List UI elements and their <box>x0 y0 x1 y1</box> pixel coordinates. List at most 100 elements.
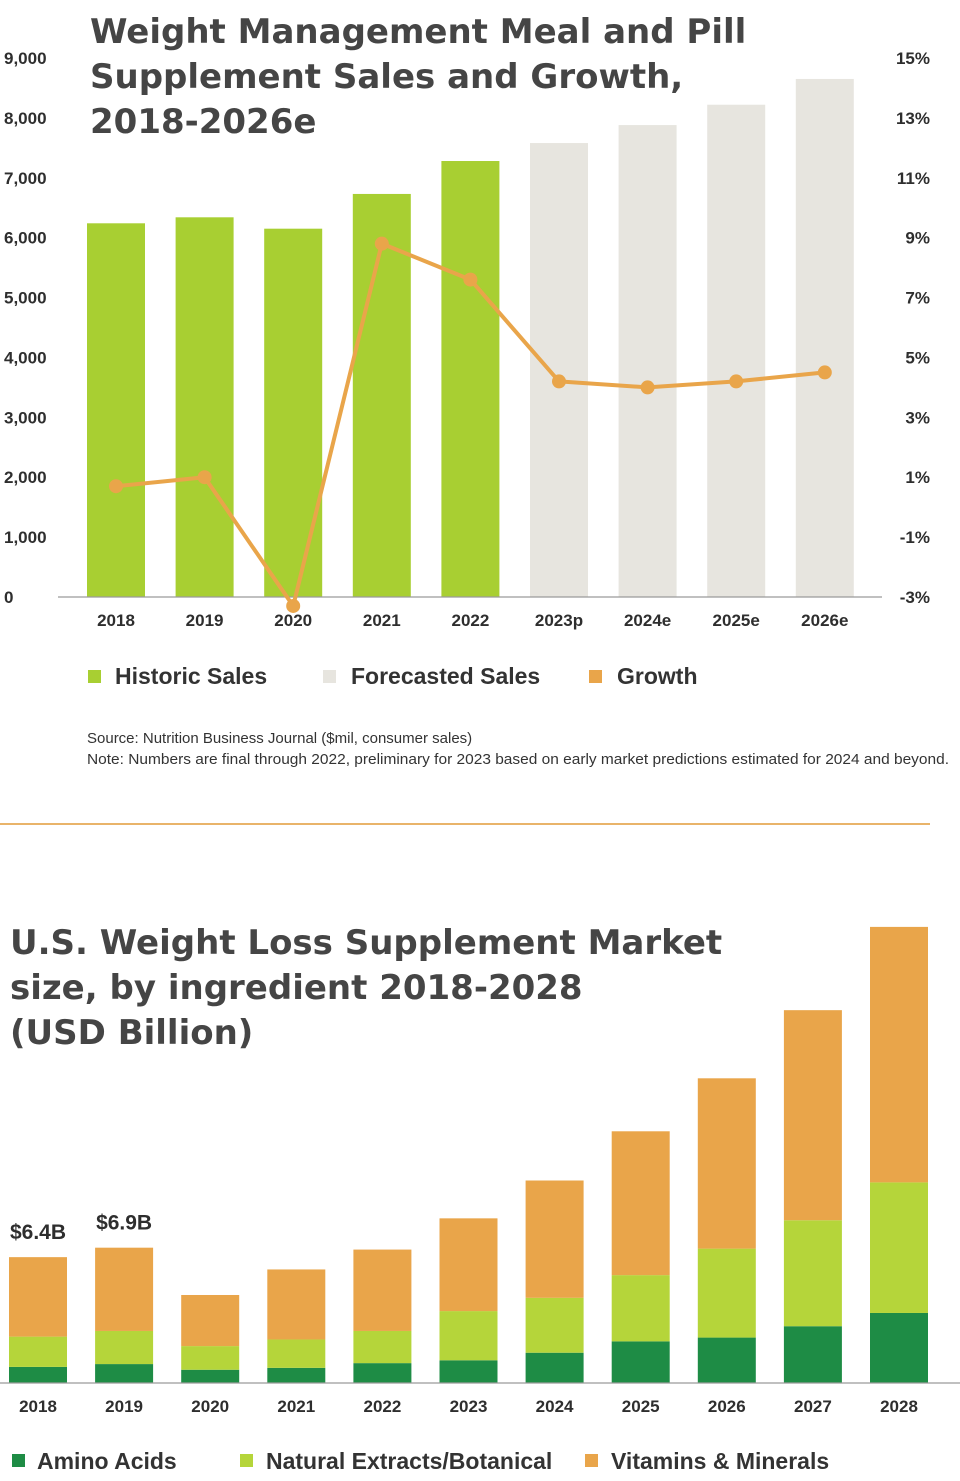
x-tick-label: 2019 <box>105 1397 143 1416</box>
bar-segment-botanical-2020 <box>181 1346 240 1370</box>
chart1-title-line-2: Supplement Sales and Growth, <box>90 57 683 97</box>
chart2-title-line-3: (USD Billion) <box>10 1013 253 1053</box>
legend-botanical-label: Natural Extracts/Botanical <box>266 1448 552 1474</box>
chart1-left-axis: 9,000 8,000 7,000 6,000 5,000 4,000 3,000 2,000… <box>4 49 47 607</box>
growth-point-2021 <box>374 236 389 251</box>
growth-point-2023p <box>552 374 566 389</box>
bar-segment-botanical-2021 <box>267 1339 326 1368</box>
bar-segment-amino-2020 <box>181 1369 240 1383</box>
chart1: Weight Management Meal and Pill Suppleme… <box>4 12 949 768</box>
total-label-2018: $6.4B <box>10 1221 66 1244</box>
bar-segment-amino-2025 <box>611 1341 670 1383</box>
y2-tick-label: 3% <box>905 408 930 427</box>
chart2-legend: Amino Acids Natural Extracts/Botanical V… <box>12 1448 829 1474</box>
chart1-right-axis: 15% 13% 11% 9% 7% 5% 3% 1% -1% -3% <box>896 49 930 607</box>
y-tick-label: 2,000 <box>4 468 47 487</box>
y-tick-label: 0 <box>4 588 13 607</box>
bar-segment-amino-2026 <box>697 1337 756 1383</box>
y2-tick-label: 13% <box>896 109 930 128</box>
growth-point-2025e <box>729 374 744 389</box>
y2-tick-label: -3% <box>900 588 930 607</box>
x-tick-label: 2025 <box>622 1397 660 1416</box>
y2-tick-label: 5% <box>905 348 930 367</box>
x-tick-label: 2020 <box>191 1397 229 1416</box>
y-tick-label: 9,000 <box>4 49 47 68</box>
x-tick-label: 2018 <box>97 611 135 630</box>
chart1-x-axis-labels: 2018 2019 2020 2021 2022 2023p 2024e 2025e 2026e <box>97 611 848 630</box>
bar-segment-botanical-2028 <box>870 1182 928 1313</box>
bar-segment-botanical-2025 <box>611 1275 670 1342</box>
chart1-note: Note: Numbers are final through 2022, pr… <box>87 751 949 768</box>
y-tick-label: 5,000 <box>4 289 47 308</box>
y-tick-label: 7,000 <box>4 169 47 188</box>
bar-segment-botanical-2027 <box>783 1220 842 1327</box>
bar-segment-botanical-2019 <box>95 1330 154 1365</box>
x-tick-label: 2026e <box>801 611 848 630</box>
x-tick-label: 2021 <box>363 611 401 630</box>
bar-segment-amino-2027 <box>783 1326 842 1383</box>
legend-growth-label: Growth <box>617 663 698 689</box>
legend-botanical-swatch <box>240 1454 253 1467</box>
bar-segment-amino-2018 <box>9 1366 67 1383</box>
bar-segment-amino-2023 <box>439 1360 498 1383</box>
x-tick-label: 2024e <box>624 611 671 630</box>
x-tick-label: 2020 <box>274 611 312 630</box>
bar-segment-vitamins-2019 <box>95 1247 154 1331</box>
bar-segment-amino-2022 <box>353 1363 412 1383</box>
total-label-2019: $6.9B <box>96 1212 152 1235</box>
x-tick-label: 2021 <box>277 1397 315 1416</box>
sales-bar-2020 <box>264 228 323 597</box>
y2-tick-label: 1% <box>905 468 930 487</box>
x-tick-label: 2022 <box>451 611 489 630</box>
x-tick-label: 2026 <box>708 1397 746 1416</box>
bar-segment-botanical-2018 <box>9 1336 67 1367</box>
legend-amino-label: Amino Acids <box>37 1448 177 1474</box>
chart2-data-labels: $6.4B $6.9B <box>10 1212 152 1244</box>
x-tick-label: 2018 <box>19 1397 57 1416</box>
bar-segment-vitamins-2025 <box>611 1131 670 1276</box>
x-tick-label: 2025e <box>713 611 760 630</box>
legend-historic-swatch <box>88 670 101 683</box>
sales-bar-2024e <box>618 125 677 597</box>
bar-segment-amino-2024 <box>525 1352 584 1383</box>
y-tick-label: 6,000 <box>4 229 47 248</box>
x-tick-label: 2024 <box>536 1397 574 1416</box>
bar-segment-vitamins-2023 <box>439 1218 498 1312</box>
legend-growth-swatch <box>589 670 602 683</box>
growth-point-2024e <box>640 380 655 395</box>
bar-segment-botanical-2026 <box>697 1248 756 1338</box>
x-tick-label: 2023p <box>535 611 583 630</box>
y2-tick-label: 9% <box>905 229 930 248</box>
bar-segment-vitamins-2024 <box>525 1180 584 1298</box>
chart2-title-line-1: U.S. Weight Loss Supplement Market <box>10 923 722 963</box>
growth-point-2020 <box>286 598 301 613</box>
legend-forecast-label: Forecasted Sales <box>351 663 540 689</box>
y-tick-label: 4,000 <box>4 348 47 367</box>
chart1-bars <box>87 78 854 598</box>
x-tick-label: 2028 <box>880 1397 918 1416</box>
bar-segment-vitamins-2027 <box>783 1010 842 1221</box>
bar-segment-vitamins-2020 <box>181 1294 240 1347</box>
sales-bar-2018 <box>87 223 145 597</box>
chart1-legend: Historic Sales Forecasted Sales Growth <box>88 663 698 689</box>
x-tick-label: 2027 <box>794 1397 832 1416</box>
bar-segment-botanical-2024 <box>525 1297 584 1353</box>
legend-forecast-swatch <box>323 670 336 683</box>
y2-tick-label: 11% <box>897 169 930 188</box>
chart1-growth-points <box>109 236 832 613</box>
sales-bar-2023p <box>530 143 588 597</box>
legend-vitamins-swatch <box>585 1454 598 1467</box>
chart1-title-line-3: 2018-2026e <box>90 102 316 142</box>
bar-segment-vitamins-2018 <box>9 1257 67 1337</box>
growth-point-2018 <box>109 479 123 494</box>
bar-segment-vitamins-2022 <box>353 1249 412 1331</box>
sales-bar-2022 <box>441 161 500 597</box>
bar-segment-botanical-2022 <box>353 1330 412 1364</box>
y-tick-label: 8,000 <box>4 109 47 128</box>
bar-segment-amino-2021 <box>267 1367 326 1383</box>
sales-bar-2025e <box>707 104 766 598</box>
y2-tick-label: 15% <box>896 49 930 68</box>
legend-vitamins-label: Vitamins & Minerals <box>611 1448 829 1474</box>
y2-tick-label: -1% <box>900 528 930 547</box>
